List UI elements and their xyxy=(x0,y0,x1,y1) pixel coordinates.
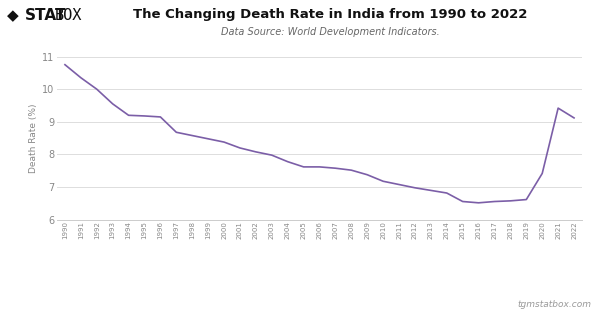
Text: tgmstatbox.com: tgmstatbox.com xyxy=(517,300,591,309)
Text: Data Source: World Development Indicators.: Data Source: World Development Indicator… xyxy=(221,27,439,37)
Text: STAT: STAT xyxy=(25,8,67,23)
Text: ◆: ◆ xyxy=(7,8,19,23)
Text: The Changing Death Rate in India from 1990 to 2022: The Changing Death Rate in India from 19… xyxy=(133,8,527,21)
Y-axis label: Death Rate (%): Death Rate (%) xyxy=(29,103,38,173)
Text: BOX: BOX xyxy=(55,8,83,23)
